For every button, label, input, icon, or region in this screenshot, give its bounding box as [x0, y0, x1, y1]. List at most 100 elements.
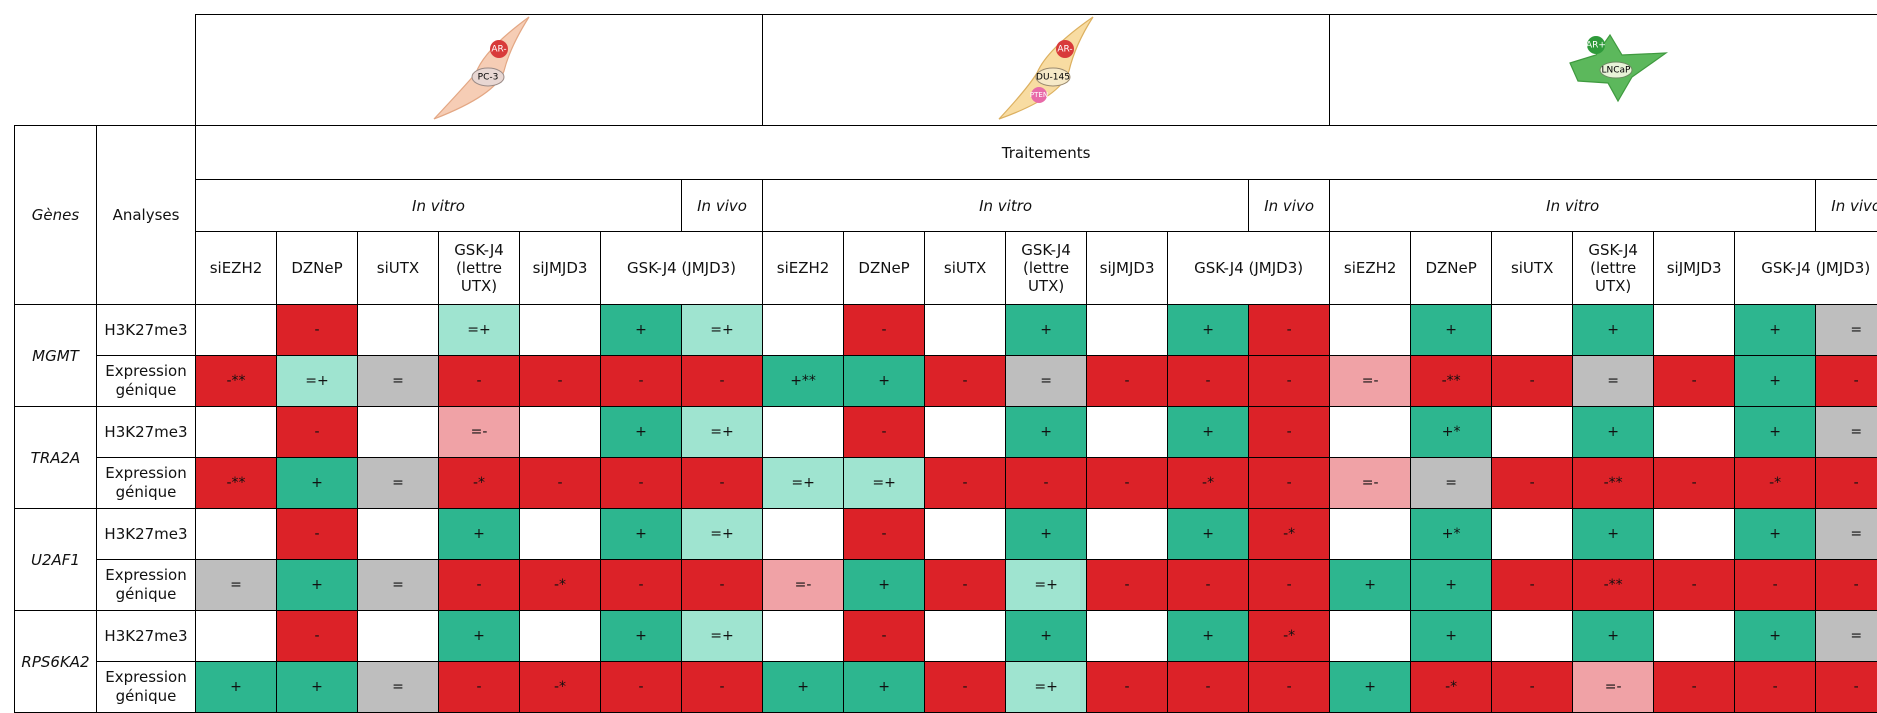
cell-line: PC-3 AR-	[196, 15, 763, 126]
result-cell: +	[1168, 611, 1249, 662]
treatment: siUTX	[925, 232, 1006, 305]
result-cell: -*	[520, 560, 601, 611]
result-cell: +	[844, 662, 925, 713]
result-cell: =	[1006, 356, 1087, 407]
result-cell: +	[439, 509, 520, 560]
result-cell: +	[601, 407, 682, 458]
result-cell: +*	[1411, 509, 1492, 560]
analysis: Expression génique	[97, 458, 196, 509]
result-cell: -	[925, 458, 1006, 509]
result-cell: +	[1573, 509, 1654, 560]
treatment: GSK-J4 (lettre UTX)	[439, 232, 520, 305]
result-cell: =+	[277, 356, 358, 407]
result-cell: +	[1735, 407, 1816, 458]
lncap-icon: LNCaP AR+	[1548, 15, 1678, 121]
result-cell: +	[1330, 560, 1411, 611]
gene-row: Expression génique=+=--*--=-+-=+---++--*…	[15, 560, 1877, 611]
in-vitro: In vitro	[196, 180, 682, 232]
result-cell: -**	[1573, 560, 1654, 611]
result-cell: +	[1411, 611, 1492, 662]
result-cell: -	[439, 560, 520, 611]
result-cell: +	[1735, 611, 1816, 662]
result-cell: -*	[520, 662, 601, 713]
result-cell: -	[925, 356, 1006, 407]
result-cell: -	[1492, 356, 1573, 407]
result-cell: -**	[196, 356, 277, 407]
result-cell: -	[682, 662, 763, 713]
result-cell: +	[1168, 509, 1249, 560]
result-cell: -	[277, 509, 358, 560]
gene-name: TRA2A	[15, 407, 97, 509]
result-cell: =+	[682, 305, 763, 356]
result-cell: -	[1087, 662, 1168, 713]
treatment: GSK-J4 (JMJD3)	[601, 232, 763, 305]
result-cell: -	[1249, 560, 1330, 611]
result-cell: =	[358, 662, 439, 713]
result-cell: =-	[1330, 356, 1411, 407]
result-cell: +	[1573, 611, 1654, 662]
treatment: siEZH2	[196, 232, 277, 305]
result-cell: =-	[1573, 662, 1654, 713]
treatment: siJMJD3	[1654, 232, 1735, 305]
gene-row: Expression génique-**+=-*---=+=+----*-=-…	[15, 458, 1877, 509]
result-cell: -**	[1411, 356, 1492, 407]
result-cell: =+	[763, 458, 844, 509]
treatment: siJMJD3	[520, 232, 601, 305]
gene-name: RPS6KA2	[15, 611, 97, 713]
treatment: GSK-J4 (lettre UTX)	[1573, 232, 1654, 305]
analysis: H3K27me3	[97, 611, 196, 662]
receptor-label: AR-	[491, 45, 506, 55]
result-cell	[925, 407, 1006, 458]
in-vivo: In vivo	[1816, 180, 1877, 232]
result-cell: -	[277, 611, 358, 662]
treatment: siEZH2	[763, 232, 844, 305]
result-cell: -*	[439, 458, 520, 509]
result-cell: +	[439, 611, 520, 662]
treatment: DZNeP	[1411, 232, 1492, 305]
result-cell: -	[1006, 458, 1087, 509]
result-cell: +	[1573, 407, 1654, 458]
gene-row: Expression génique++=--*--++-=+---+-*-=-…	[15, 662, 1877, 713]
result-cell: -	[1249, 305, 1330, 356]
result-cell: -	[1087, 458, 1168, 509]
result-cell: +	[1006, 407, 1087, 458]
results-table: PC-3 AR- DU-145 AR- PTEN LNCaP AR+ Gènes…	[14, 14, 1877, 713]
analysis: Expression génique	[97, 662, 196, 713]
result-cell	[763, 509, 844, 560]
result-cell: -	[1654, 356, 1735, 407]
result-cell: -	[601, 356, 682, 407]
result-cell: =	[1816, 509, 1877, 560]
result-cell: +	[601, 509, 682, 560]
in-vivo: In vivo	[1249, 180, 1330, 232]
result-cell: =+	[1006, 560, 1087, 611]
cell-line: LNCaP AR+	[1330, 15, 1877, 126]
result-cell	[1330, 407, 1411, 458]
result-cell: +	[844, 560, 925, 611]
result-cell: -	[277, 407, 358, 458]
result-cell: +	[1006, 305, 1087, 356]
result-cell: -	[601, 458, 682, 509]
treatment: siUTX	[358, 232, 439, 305]
result-cell	[520, 407, 601, 458]
result-cell: +	[277, 662, 358, 713]
result-cell: -*	[1735, 458, 1816, 509]
result-cell: -	[682, 560, 763, 611]
treatment: DZNeP	[844, 232, 925, 305]
result-cell: +	[1735, 305, 1816, 356]
result-cell: -	[1654, 560, 1735, 611]
in-vivo: In vivo	[682, 180, 763, 232]
result-cell: +	[1330, 662, 1411, 713]
result-cell	[763, 407, 844, 458]
result-cell: -	[601, 662, 682, 713]
treatments-title: Traitements	[196, 126, 1877, 180]
result-cell: +	[1168, 407, 1249, 458]
result-cell	[1330, 611, 1411, 662]
result-cell	[1087, 305, 1168, 356]
result-cell: =+	[439, 305, 520, 356]
result-cell: -	[844, 407, 925, 458]
result-cell	[358, 509, 439, 560]
result-cell: -	[1168, 560, 1249, 611]
